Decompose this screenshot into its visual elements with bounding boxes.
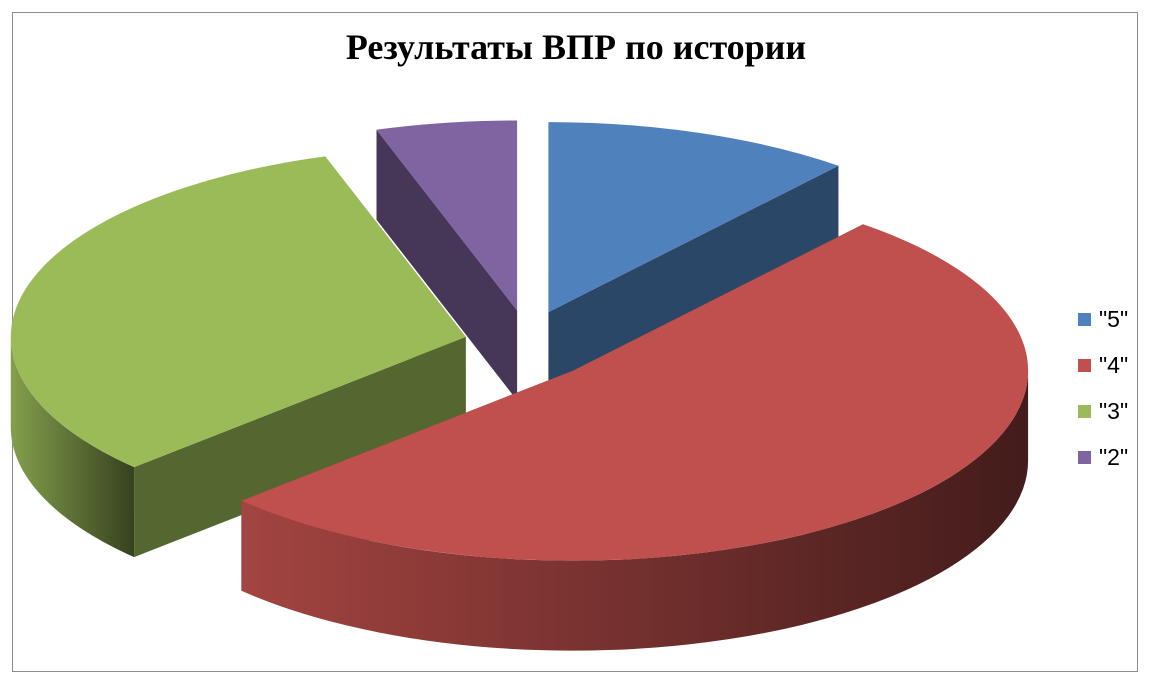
pie-slice-2: [241, 224, 1029, 651]
legend-swatch: [1078, 312, 1091, 326]
chart-title: Результаты ВПР по истории: [345, 27, 807, 67]
legend-swatch: [1078, 450, 1091, 464]
legend-label: "2": [1099, 443, 1129, 470]
legend-item: "3": [1078, 388, 1128, 434]
legend-label: "5": [1099, 305, 1129, 332]
legend: "5" "4" "3" "2": [1078, 296, 1128, 480]
legend-swatch: [1078, 358, 1091, 372]
legend-item: "4": [1078, 342, 1128, 388]
legend-label: "4": [1099, 351, 1129, 378]
pie-slice-3: [10, 156, 466, 558]
legend-item: "2": [1078, 434, 1128, 480]
legend-label: "3": [1099, 397, 1129, 424]
legend-swatch: [1078, 404, 1091, 418]
legend-item: "5": [1078, 296, 1128, 342]
pie-slice-4: [376, 120, 518, 401]
pie-slice-1: [548, 122, 839, 403]
